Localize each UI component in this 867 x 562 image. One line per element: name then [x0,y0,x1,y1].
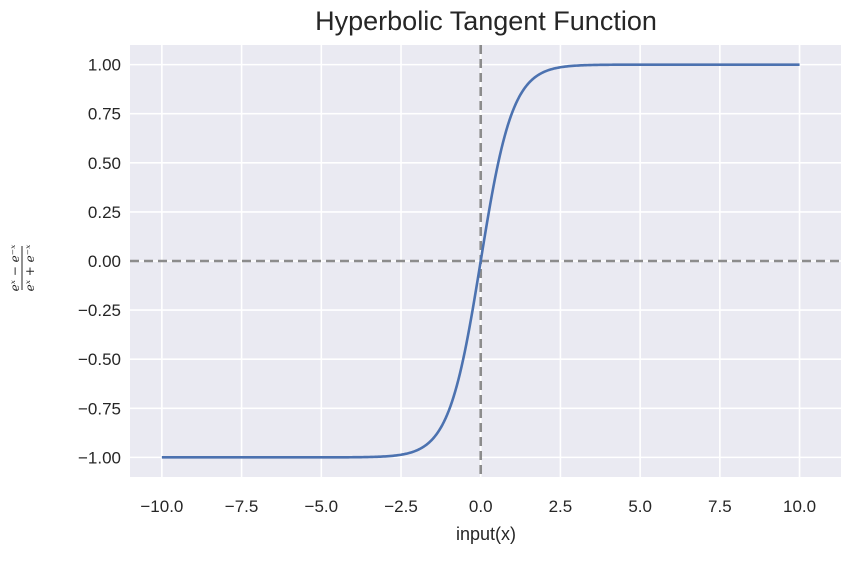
y-tick-label: 0.00 [88,252,121,271]
y-tick-label: −0.75 [78,399,121,418]
y-tick-label: 1.00 [88,56,121,75]
y-tick-label: 0.75 [88,105,121,124]
series-layer [161,63,800,459]
x-tick-label: 0.0 [469,497,493,516]
chart-title: Hyperbolic Tangent Function [315,6,657,36]
x-tick-label: −5.0 [305,497,339,516]
x-axis-ticks: −10.0 −7.5 −5.0 −2.5 0.0 2.5 5.0 7.5 10.0 [140,497,816,516]
y-axis-label: eˣ − e⁻ˣ eˣ + e⁻ˣ [8,244,37,291]
x-tick-label: 5.0 [628,497,652,516]
x-tick-label: 2.5 [549,497,573,516]
y-axis-label-numerator: eˣ − e⁻ˣ [8,244,22,291]
y-tick-label: −0.25 [78,301,121,320]
y-tick-label: 0.25 [88,203,121,222]
x-tick-label: −2.5 [384,497,418,516]
x-tick-label: 10.0 [783,497,816,516]
y-tick-label: 0.50 [88,154,121,173]
y-tick-label: −0.50 [78,350,121,369]
y-axis-ticks: 1.00 0.75 0.50 0.25 0.00 −0.25 −0.50 −0.75 −1.00 [78,56,121,468]
tanh-series-line [161,63,800,459]
y-axis-label-denominator: eˣ + e⁻ˣ [23,244,37,291]
x-tick-label: −10.0 [140,497,183,516]
y-tick-label: −1.00 [78,448,121,467]
x-tick-label: 7.5 [708,497,732,516]
x-axis-label: input(x) [456,524,516,544]
x-tick-label: −7.5 [225,497,259,516]
